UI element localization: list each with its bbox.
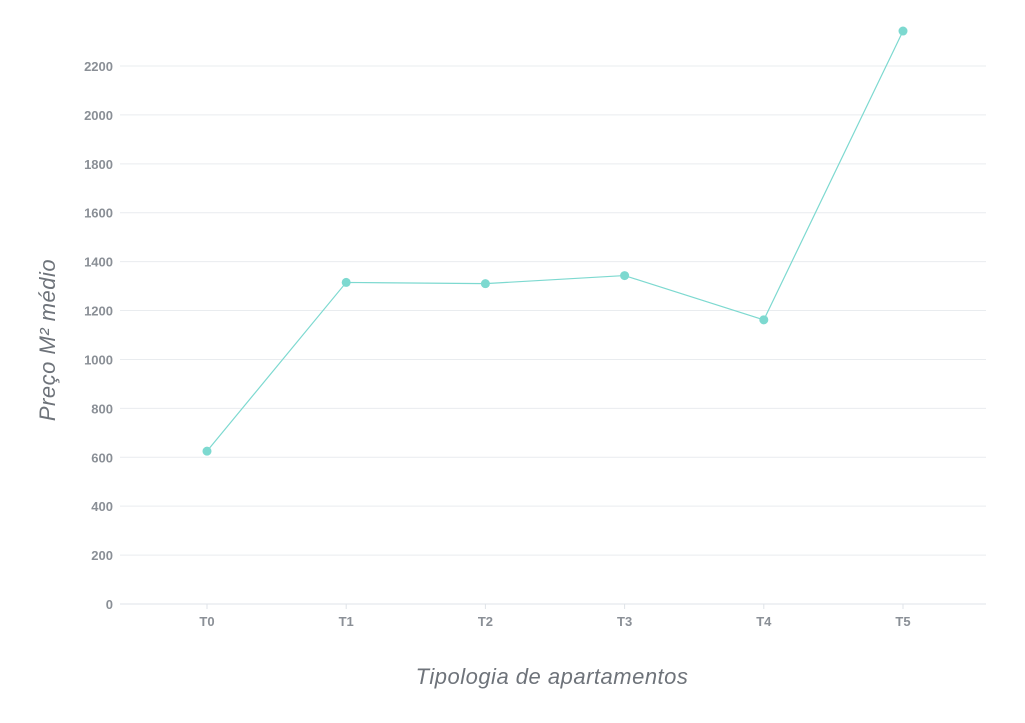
x-tick-label: T4 (756, 614, 772, 629)
y-axis-title: Preço M² médio (35, 259, 60, 421)
y-tick-label: 0 (106, 597, 113, 612)
series-line-path (206, 30, 904, 452)
y-tick-label: 400 (91, 499, 113, 514)
data-point (898, 26, 908, 36)
x-tick-label: T0 (199, 614, 214, 629)
x-tick-label: T5 (895, 614, 910, 629)
data-point (202, 446, 212, 456)
x-tick-label: T3 (617, 614, 632, 629)
y-tick-label: 1000 (84, 352, 113, 367)
x-axis-title: Tipologia de apartamentos (416, 664, 689, 689)
y-tick-label: 200 (91, 548, 113, 563)
data-point (341, 277, 351, 287)
y-tick-label: 800 (91, 401, 113, 416)
y-tick-label: 600 (91, 450, 113, 465)
series-line (206, 30, 904, 452)
y-tick-label: 2200 (84, 59, 113, 74)
x-tick-label: T1 (339, 614, 354, 629)
data-point (620, 271, 630, 281)
y-tick-label: 1200 (84, 304, 113, 319)
data-point (759, 315, 769, 325)
series-points (202, 26, 908, 456)
gridlines (120, 65, 986, 605)
data-point (480, 279, 490, 289)
y-tick-label: 1800 (84, 157, 113, 172)
y-axis-ticks: 0 200 400 600 800 1000 1200 1400 1600 1800 2000 220… (84, 59, 113, 612)
y-tick-label: 1400 (84, 255, 113, 270)
x-axis-ticks: T0 T1 T2 T3 T4 T5 (199, 604, 911, 629)
y-tick-label: 2000 (84, 108, 113, 123)
y-tick-label: 1600 (84, 206, 113, 221)
x-tick-label: T2 (478, 614, 493, 629)
